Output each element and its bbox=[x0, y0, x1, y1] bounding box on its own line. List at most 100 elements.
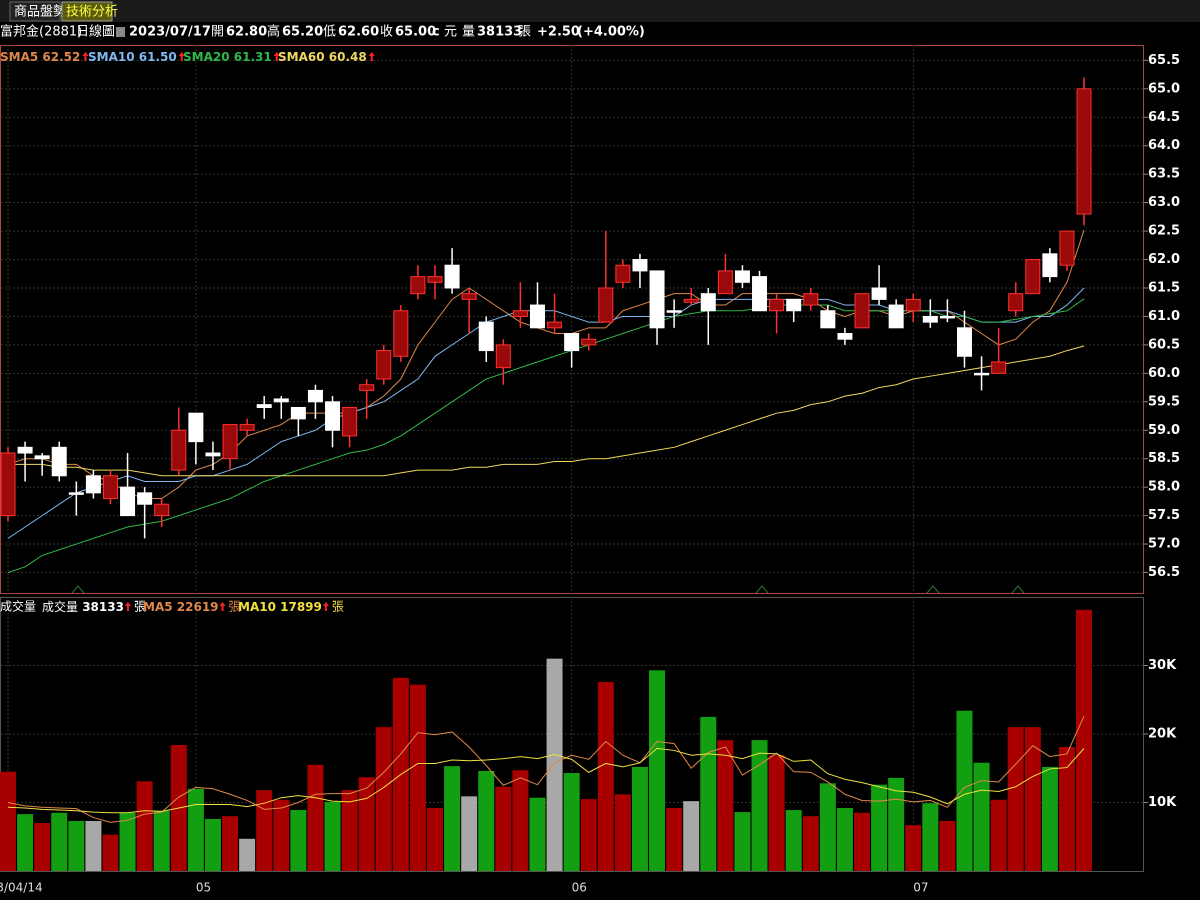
volume-bar bbox=[324, 801, 341, 871]
tab-bar bbox=[0, 0, 1200, 22]
volume-bar bbox=[204, 818, 221, 871]
volume-bar bbox=[273, 799, 290, 871]
legend-value: 61.31 bbox=[234, 50, 272, 64]
volume-bar bbox=[956, 710, 973, 871]
volume-bar bbox=[358, 777, 375, 871]
y-tick-label: 62.0 bbox=[1148, 252, 1180, 267]
volume-bar bbox=[495, 786, 512, 871]
volume-bar bbox=[990, 799, 1007, 871]
legend-entry: 成交量 38133 bbox=[42, 599, 124, 614]
candle-body bbox=[581, 338, 597, 346]
tab-label[interactable]: 商品盤勢 bbox=[14, 5, 66, 20]
volume-bar bbox=[563, 773, 580, 871]
label: 高 bbox=[267, 24, 280, 40]
volume-bar bbox=[153, 810, 170, 871]
legend-entry: SMA60 60.48 bbox=[278, 50, 367, 64]
candle-body bbox=[17, 446, 33, 454]
x-tick-label: 07 bbox=[913, 881, 928, 895]
volume-bar bbox=[478, 770, 495, 871]
volume-bar bbox=[427, 807, 443, 871]
candle-body bbox=[239, 424, 255, 431]
volume-bar bbox=[768, 755, 785, 871]
arrow-icon bbox=[322, 602, 329, 611]
volume-bar bbox=[905, 825, 922, 871]
volume-bar bbox=[854, 812, 870, 871]
candle-body bbox=[393, 310, 409, 357]
y-tick-label: 58.5 bbox=[1148, 451, 1180, 466]
legend-name: SMA10 bbox=[88, 50, 135, 64]
legend-name: MA10 bbox=[238, 600, 276, 614]
volume-bar bbox=[939, 820, 956, 871]
label: 量 bbox=[462, 25, 475, 40]
candle-body bbox=[307, 389, 323, 403]
legend-value: 22619 bbox=[177, 600, 219, 614]
legend-entry: MA10 17899 bbox=[238, 600, 322, 614]
candle-body bbox=[683, 298, 699, 303]
y-tick-label: 65.5 bbox=[1148, 53, 1180, 68]
candle-body bbox=[188, 412, 204, 443]
volume-bar bbox=[512, 770, 529, 871]
plot bbox=[0, 77, 1093, 871]
candle-body bbox=[1076, 88, 1092, 215]
candle-body bbox=[752, 276, 768, 312]
y-tick-label: 60.0 bbox=[1148, 366, 1180, 381]
volume-bar bbox=[888, 777, 905, 871]
volume-bar bbox=[973, 762, 990, 871]
candle-body bbox=[547, 321, 563, 329]
volume-bar bbox=[836, 807, 853, 871]
y-tick-label: 30K bbox=[1148, 658, 1177, 673]
volume-bar bbox=[187, 788, 204, 871]
volume-bar bbox=[751, 740, 768, 871]
candle-body bbox=[427, 276, 443, 283]
period: 日線圖 bbox=[76, 24, 115, 40]
symbol: 富邦金(2881) bbox=[0, 24, 82, 40]
candle-body bbox=[956, 327, 972, 357]
value: 65.00 bbox=[395, 25, 436, 40]
y-tick-label: 62.5 bbox=[1148, 224, 1180, 239]
candle-body bbox=[1008, 293, 1024, 312]
y-tick-label: 56.5 bbox=[1148, 565, 1180, 580]
volume-bar bbox=[785, 810, 802, 871]
candle-body bbox=[1025, 259, 1041, 295]
legend-entry: MA5 22619 bbox=[143, 600, 219, 614]
candle-body bbox=[803, 293, 819, 306]
y-tick-label: 61.0 bbox=[1148, 309, 1180, 324]
volume-bar bbox=[239, 838, 256, 871]
volume-bar bbox=[580, 799, 597, 871]
legend-value: 17899 bbox=[280, 600, 322, 614]
candle-body bbox=[102, 475, 118, 500]
candle-body bbox=[205, 452, 221, 457]
volume-bar bbox=[649, 670, 666, 871]
ma-line bbox=[7, 715, 1085, 823]
label: 開 bbox=[211, 25, 224, 40]
ma-line bbox=[7, 747, 1085, 814]
panel-label: 成交量 bbox=[0, 599, 36, 614]
y-tick-label: 10K bbox=[1148, 795, 1177, 810]
flag: c bbox=[432, 25, 440, 40]
tab-active[interactable] bbox=[61, 1, 113, 22]
candle-body bbox=[666, 310, 682, 313]
date: 2023/07/17 bbox=[129, 25, 211, 40]
marker bbox=[755, 585, 769, 594]
arrow-icon bbox=[219, 602, 226, 611]
tab-label[interactable]: 技術分析 bbox=[66, 5, 118, 20]
volume-bar bbox=[375, 727, 392, 871]
candle-body bbox=[786, 298, 802, 312]
candle-body bbox=[85, 475, 101, 494]
arrow-icon bbox=[178, 52, 185, 61]
candle-body bbox=[51, 446, 67, 477]
y-tick-label: 64.0 bbox=[1148, 138, 1180, 153]
candle-body bbox=[325, 401, 341, 431]
arrow-icon bbox=[368, 52, 375, 61]
candle-body bbox=[410, 276, 426, 295]
y-tick-label: 59.5 bbox=[1148, 394, 1180, 409]
candle-body bbox=[342, 406, 358, 437]
volume-bar bbox=[1007, 727, 1024, 871]
candle-body bbox=[991, 361, 1007, 374]
change-pct: (+4.00%) bbox=[577, 25, 645, 40]
volume-bar bbox=[34, 823, 51, 871]
candle-body bbox=[734, 270, 750, 283]
unit: 張 bbox=[518, 25, 531, 40]
marker bbox=[926, 585, 940, 594]
tab[interactable] bbox=[9, 1, 61, 22]
